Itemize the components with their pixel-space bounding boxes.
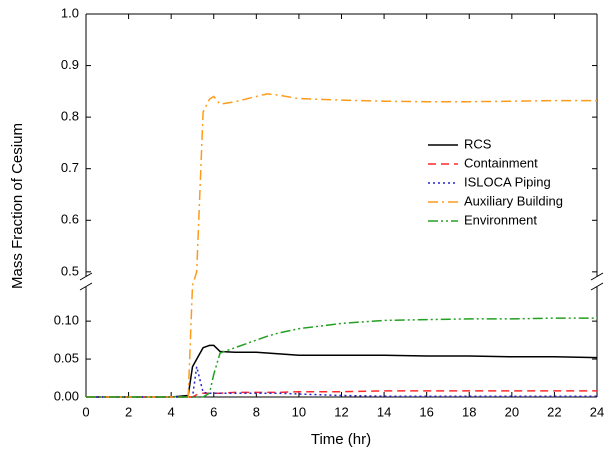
legend-label: Environment [464,212,537,227]
y-axis-title: Mass Fraction of Cesium [9,123,26,289]
series-line [86,93,597,398]
x-tick-label: 10 [292,404,306,419]
x-tick-label: 12 [334,404,348,419]
series-line [86,344,598,398]
y-tick-label: 0.05 [54,351,79,366]
x-tick-label: 6 [210,404,217,419]
x-tick-label: 20 [505,404,519,419]
y-tick-label: 1.0 [61,5,79,20]
x-tick-label: 22 [547,404,561,419]
x-tick-label: 14 [377,404,391,419]
x-tick-label: 8 [253,404,260,419]
legend-label: Auxiliary Building [464,193,563,208]
y-tick-label: 0.10 [54,313,79,328]
x-tick-label: 16 [419,404,433,419]
x-axis-title: Time (hr) [311,431,371,448]
y-tick-label: 0.5 [61,263,79,278]
series-line [86,317,597,398]
x-tick-label: 0 [82,404,89,419]
x-tick-label: 24 [590,404,604,419]
y-tick-label: 0.00 [54,388,79,403]
x-tick-label: 2 [125,404,132,419]
y-tick-label: 0.7 [61,160,79,175]
legend-label: RCS [464,136,492,151]
series-line [86,366,597,398]
y-tick-label: 0.8 [61,109,79,124]
y-tick-label: 0.6 [61,212,79,227]
legend-label: ISLOCA Piping [464,174,551,189]
x-tick-label: 4 [168,404,175,419]
legend-label: Containment [464,155,538,170]
y-tick-label: 0.9 [61,57,79,72]
x-tick-label: 18 [462,404,476,419]
series-line [86,390,597,398]
